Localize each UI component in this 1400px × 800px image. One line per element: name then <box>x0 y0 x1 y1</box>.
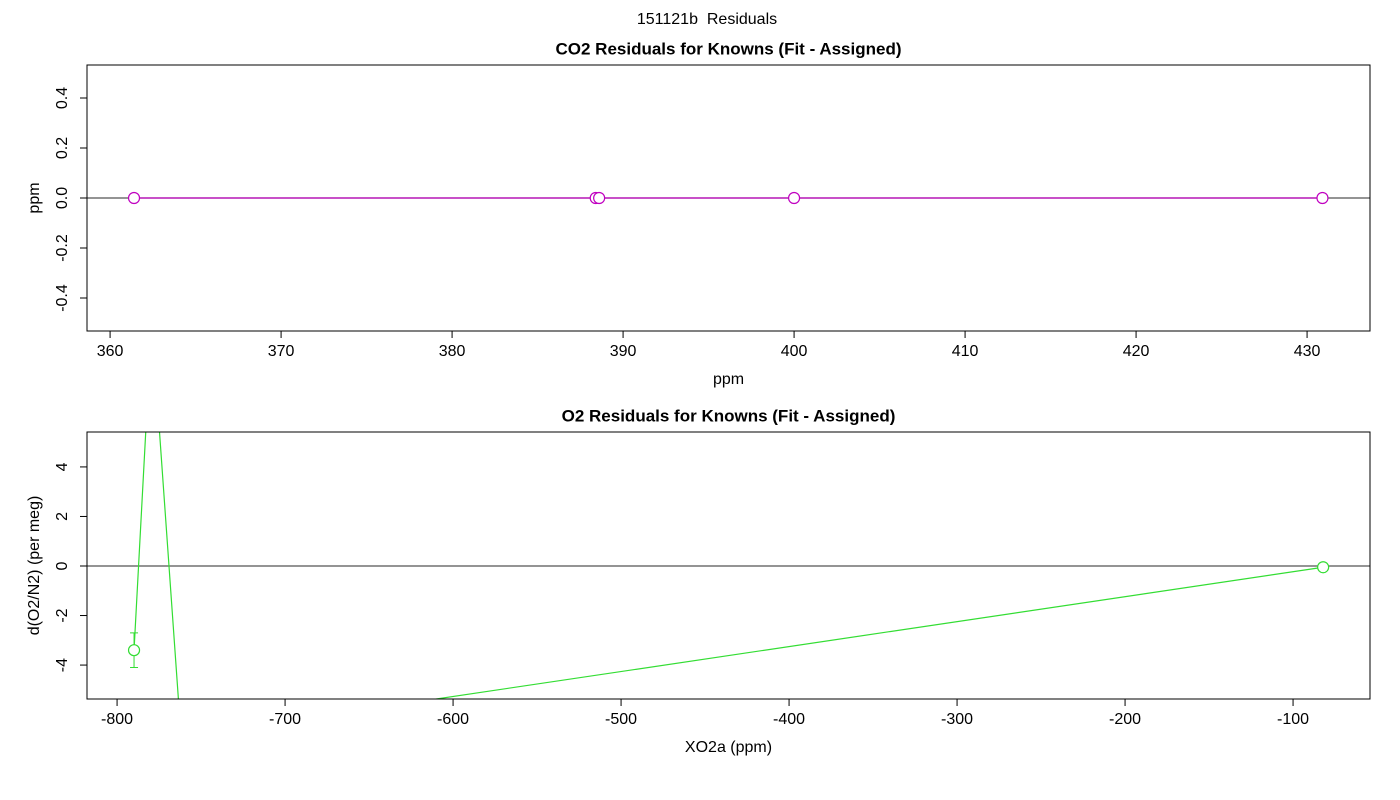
x-tick-label: 380 <box>439 343 466 360</box>
x-tick-label: 390 <box>610 343 637 360</box>
x-tick-label: -800 <box>101 711 133 728</box>
y-tick-label: -2 <box>54 608 71 622</box>
x-tick-label: 370 <box>268 343 295 360</box>
y-tick-label: -4 <box>54 658 71 672</box>
y-tick-label: -0.4 <box>54 284 71 312</box>
point <box>593 191 606 205</box>
plot-frame <box>86 431 1371 700</box>
y-tick-label: 0.0 <box>54 187 71 209</box>
plot-area <box>87 432 1370 699</box>
x-tick-label: -400 <box>773 711 805 728</box>
plot-area <box>87 191 1370 205</box>
x-tick-label: 410 <box>952 343 979 360</box>
point <box>787 191 801 205</box>
y-tick-label: 2 <box>54 512 71 521</box>
series-line <box>133 432 1324 699</box>
y-tick-label: 0.4 <box>54 87 71 109</box>
x-tick-label: -700 <box>269 711 301 728</box>
x-tick-label: 360 <box>97 343 124 360</box>
x-axis-label: XO2a (ppm) <box>685 739 772 756</box>
point <box>127 644 141 657</box>
page-title: 151121b Residuals <box>637 11 777 28</box>
point <box>1317 561 1330 574</box>
y-tick-label: -0.2 <box>54 234 71 262</box>
y-axis-label: ppm <box>26 182 43 213</box>
x-tick-label: 430 <box>1294 343 1321 360</box>
y-tick-label: 0 <box>54 561 71 570</box>
x-tick-label: -500 <box>605 711 637 728</box>
point <box>1316 191 1329 205</box>
y-tick-label: 4 <box>54 462 71 471</box>
x-tick-label: -300 <box>941 711 973 728</box>
panel-title: O2 Residuals for Knowns (Fit - Assigned) <box>562 406 896 425</box>
x-tick-label: -600 <box>437 711 469 728</box>
y-tick-label: 0.2 <box>54 137 71 159</box>
point <box>127 191 141 205</box>
x-tick-label: -200 <box>1109 711 1141 728</box>
plot-frame <box>86 64 1371 332</box>
x-tick-label: -100 <box>1277 711 1309 728</box>
x-axis-label: ppm <box>713 371 744 388</box>
x-tick-label: 420 <box>1123 343 1150 360</box>
panel-title: CO2 Residuals for Knowns (Fit - Assigned… <box>555 39 901 58</box>
y-axis-label: d(O2/N2) (per meg) <box>26 496 43 636</box>
x-tick-label: 400 <box>781 343 808 360</box>
